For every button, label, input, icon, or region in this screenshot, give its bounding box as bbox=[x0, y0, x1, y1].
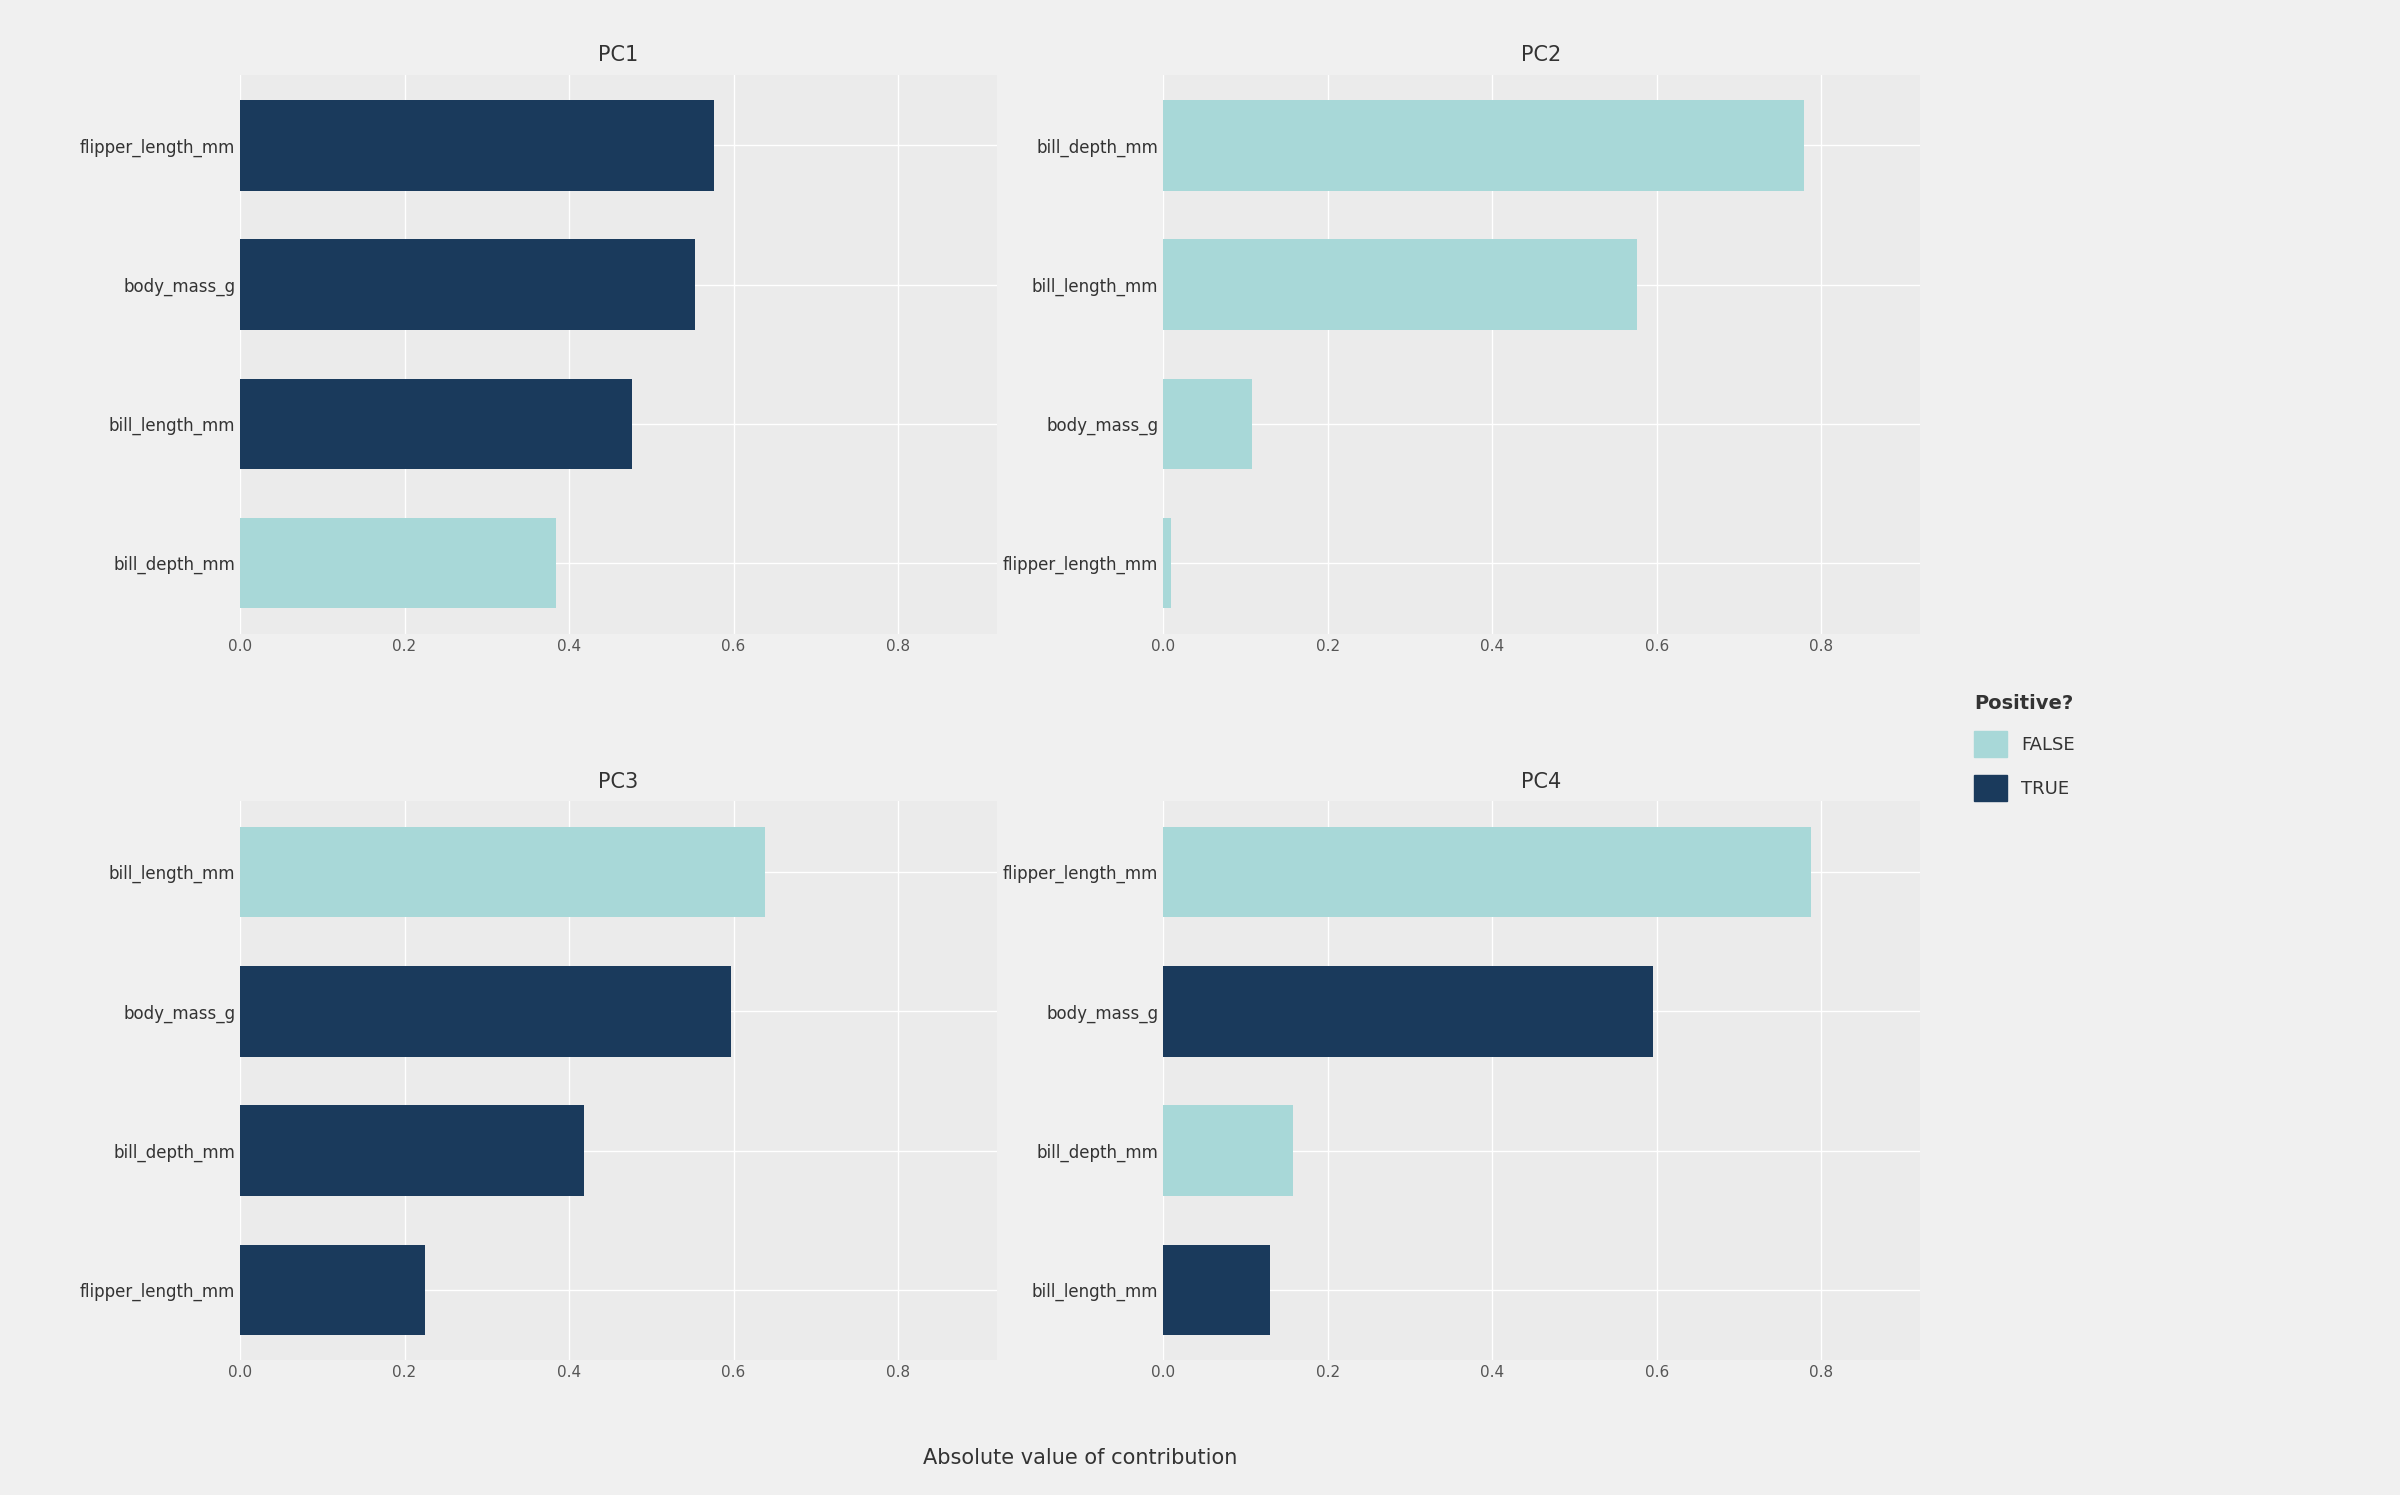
Legend: FALSE, TRUE: FALSE, TRUE bbox=[1966, 685, 2083, 810]
Bar bbox=[240, 827, 766, 918]
Bar bbox=[1164, 966, 1654, 1057]
Title: PC2: PC2 bbox=[1522, 45, 1562, 64]
Title: PC1: PC1 bbox=[598, 45, 638, 64]
Title: PC4: PC4 bbox=[1522, 771, 1562, 791]
Bar bbox=[1164, 827, 1812, 918]
Bar bbox=[240, 100, 713, 191]
Bar bbox=[1164, 378, 1253, 469]
Bar bbox=[240, 378, 631, 469]
Bar bbox=[240, 239, 696, 330]
Text: Absolute value of contribution: Absolute value of contribution bbox=[924, 1447, 1236, 1468]
Bar bbox=[1164, 100, 1805, 191]
Bar bbox=[240, 1105, 583, 1196]
Bar bbox=[240, 1244, 425, 1335]
Bar bbox=[1164, 239, 1637, 330]
Title: PC3: PC3 bbox=[598, 771, 638, 791]
Bar bbox=[240, 517, 557, 608]
Bar bbox=[1164, 1105, 1294, 1196]
Bar bbox=[240, 966, 732, 1057]
Bar bbox=[1164, 517, 1171, 608]
Bar bbox=[1164, 1244, 1270, 1335]
